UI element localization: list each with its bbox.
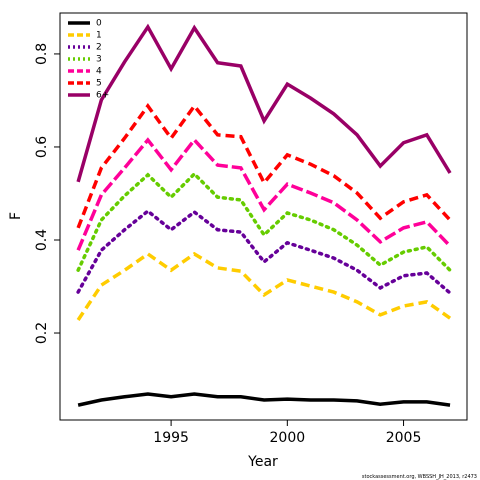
y-tick-label: 0.4	[34, 229, 50, 251]
legend-label: 3	[96, 55, 102, 65]
legend-label: 1	[96, 31, 102, 41]
y-axis-label: F	[8, 212, 24, 220]
series-line	[76, 171, 452, 272]
y-tick-label: 0.8	[34, 43, 50, 65]
series-line	[76, 23, 452, 183]
x-tick-label: 2000	[270, 430, 306, 446]
plot-frame	[59, 12, 468, 421]
series-line	[76, 137, 452, 251]
y-tick-label: 0.6	[34, 136, 50, 158]
footer: stockassessment.org, WBSSH_JH_2013, r247…	[362, 474, 477, 480]
x-axis-label: Year	[247, 454, 278, 470]
legend-label: 0	[96, 19, 102, 29]
series-line	[76, 251, 452, 321]
x-tick-label: 1995	[153, 430, 189, 446]
legend-label: 6+	[96, 91, 109, 101]
legend-label: 4	[96, 67, 102, 77]
series-line	[76, 103, 452, 229]
legend-label: 5	[96, 79, 102, 89]
x-tick-label: 2005	[386, 430, 422, 446]
series-line	[77, 392, 451, 407]
legend-label: 2	[96, 43, 102, 53]
y-tick-label: 0.2	[34, 322, 50, 344]
series-line	[76, 208, 452, 295]
